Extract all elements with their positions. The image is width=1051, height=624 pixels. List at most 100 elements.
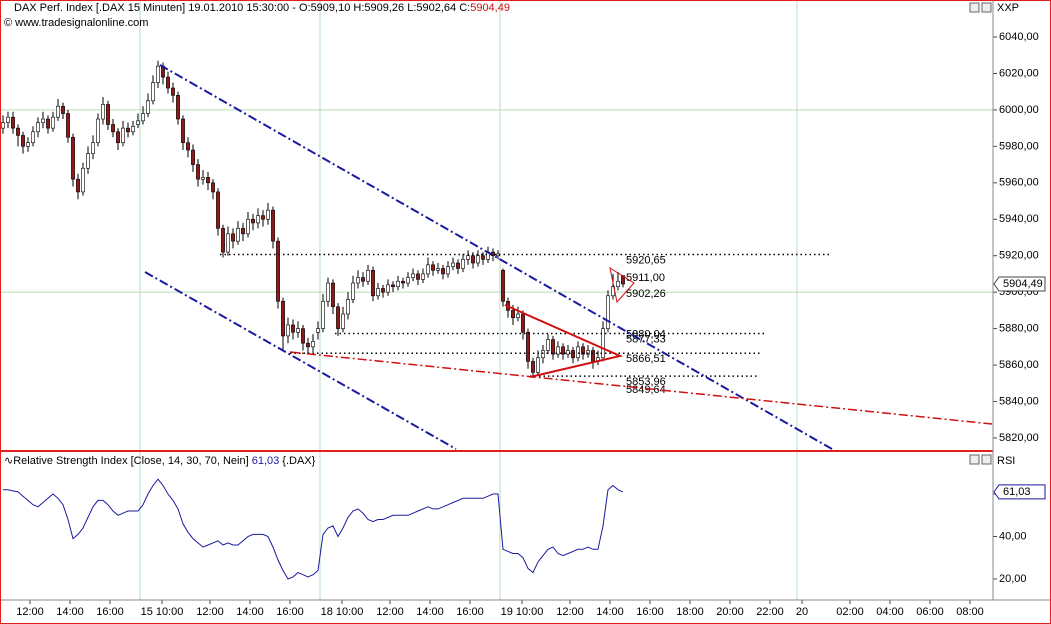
- candle-body: [91, 142, 95, 154]
- candle-body: [141, 113, 145, 122]
- y-tick-label: 5920,00: [999, 250, 1039, 262]
- candle-body: [571, 350, 575, 359]
- candle-body: [366, 269, 370, 282]
- candle-body: [36, 122, 40, 133]
- candle-body: [231, 233, 235, 242]
- candle-body: [311, 341, 315, 348]
- candle-body: [236, 228, 240, 242]
- candle-body: [376, 288, 380, 297]
- candle-body: [146, 100, 150, 114]
- y-tick-label: 5940,00: [999, 213, 1039, 225]
- candle-body: [561, 346, 565, 355]
- candle-body: [126, 127, 130, 133]
- candle-body: [56, 105, 60, 118]
- axis-label: XXP: [997, 2, 1019, 14]
- title-suffix: {.DAX}: [282, 455, 315, 467]
- candle-body: [111, 124, 115, 133]
- candle-body: [31, 131, 35, 144]
- y-tick-label: 40,00: [999, 530, 1027, 542]
- candle-body: [601, 328, 605, 359]
- target-triangle: [609, 266, 635, 304]
- x-tick-label: 12:00: [556, 606, 584, 618]
- rsi-line: [3, 478, 624, 580]
- candle-body: [86, 153, 90, 169]
- trend-channel-upper: [159, 64, 833, 450]
- candle-body: [261, 215, 265, 220]
- candle-body: [11, 116, 15, 129]
- candle-body: [41, 118, 45, 123]
- candle-body: [246, 218, 250, 235]
- candle-body: [21, 135, 25, 147]
- y-tick-label: 5860,00: [999, 359, 1039, 371]
- candle-body: [121, 127, 125, 144]
- price-level-label: 5911,00: [626, 272, 665, 284]
- title-text: Relative Strength Index [Close, 14, 30, …: [13, 455, 248, 467]
- candle-body: [336, 306, 340, 329]
- x-tick-label: 02:00: [836, 606, 864, 618]
- x-tick-label: 06:00: [916, 606, 944, 618]
- price-level-label: 5920,65: [626, 254, 666, 266]
- plot-layer: 5820,005840,005860,005880,005900,005920,…: [0, 31, 1046, 618]
- y-tick-label: 6000,00: [999, 104, 1039, 116]
- candle-body: [341, 313, 345, 329]
- candle-body: [206, 177, 210, 184]
- candle-body: [156, 65, 160, 83]
- trend-channel-lower: [144, 271, 457, 450]
- candle-body: [531, 361, 535, 373]
- candle-body: [476, 255, 480, 264]
- candle-body: [181, 118, 185, 144]
- candle-body: [276, 240, 280, 302]
- candle-body: [71, 136, 75, 180]
- candle-body: [586, 350, 590, 355]
- candle-body: [356, 277, 360, 284]
- candle-body: [326, 282, 330, 302]
- candle-body: [381, 288, 385, 293]
- candle-body: [606, 295, 610, 329]
- restore-button[interactable]: [969, 2, 980, 13]
- candle-body: [501, 269, 505, 302]
- candle-body: [76, 178, 80, 193]
- restore-button[interactable]: [969, 454, 980, 465]
- candle-body: [151, 82, 155, 102]
- candle-body: [116, 131, 120, 144]
- source: © www.tradesignalonline.com: [4, 17, 148, 29]
- candle-body: [296, 328, 300, 333]
- x-tick-label: 14:00: [416, 606, 444, 618]
- price-level-label: 5902,26: [626, 288, 666, 300]
- candle-body: [316, 328, 320, 333]
- candle-body: [521, 313, 525, 333]
- session-separators: [139, 0, 798, 600]
- candle-body: [401, 280, 405, 284]
- close-button[interactable]: [981, 2, 992, 13]
- candle-body: [266, 209, 270, 220]
- x-tick-label: 16:00: [96, 606, 124, 618]
- candle-body: [576, 346, 580, 359]
- candle-body: [436, 268, 440, 271]
- candle-body: [216, 191, 220, 229]
- candle-body: [421, 273, 425, 280]
- candle-body: [556, 346, 560, 355]
- price-level-label: 5877,33: [626, 333, 666, 345]
- candle-body: [411, 273, 415, 278]
- candle-body: [26, 142, 30, 147]
- x-tick-label: 20:00: [716, 606, 744, 618]
- candle-body: [221, 228, 225, 253]
- candle-body: [46, 118, 50, 129]
- candle-body: [461, 259, 465, 269]
- candle-body: [196, 164, 200, 180]
- x-tick-label: 12:00: [376, 606, 404, 618]
- x-tick-label: 14:00: [56, 606, 84, 618]
- candle-body: [281, 300, 285, 337]
- candle-body: [441, 268, 445, 275]
- candle-body: [391, 284, 395, 287]
- chart-title: DAX Perf. Index [.DAX 15 Minuten] 19.01.…: [14, 2, 510, 14]
- candle-body: [471, 255, 475, 264]
- x-tick-label: 12:00: [16, 606, 44, 618]
- candle-body: [201, 177, 205, 180]
- candle-body: [106, 104, 110, 125]
- close-button[interactable]: [981, 454, 992, 465]
- candle-body: [136, 120, 140, 125]
- candle-body: [166, 76, 170, 89]
- candle-body: [416, 273, 420, 280]
